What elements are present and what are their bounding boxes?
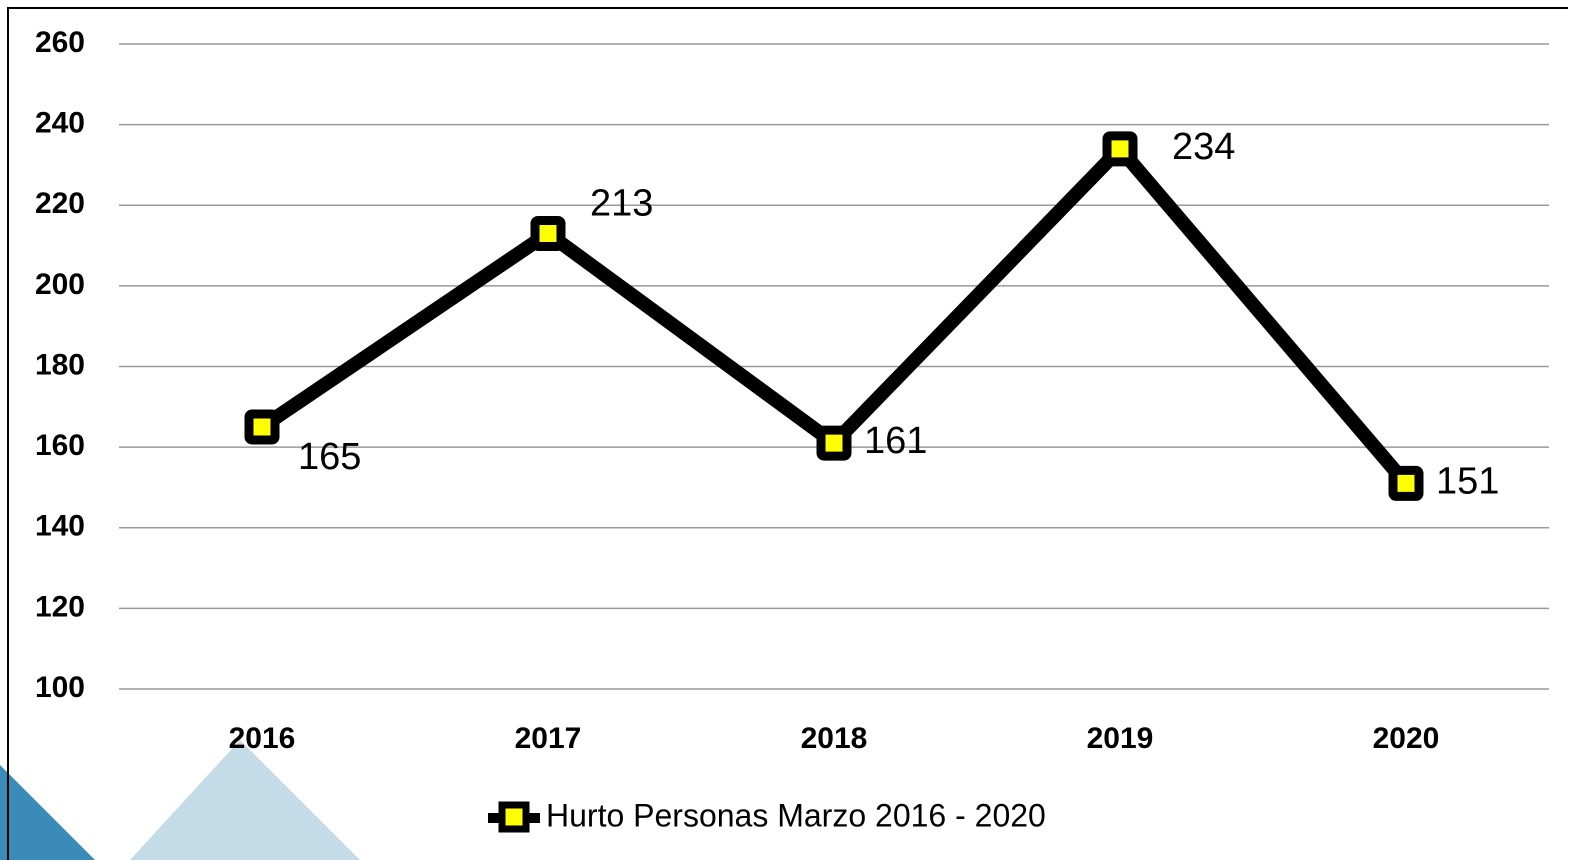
y-tick-label: 160 bbox=[35, 429, 85, 462]
legend-label: Hurto Personas Marzo 2016 - 2020 bbox=[546, 797, 1046, 833]
x-tick-label: 2016 bbox=[229, 722, 296, 755]
x-tick-label: 2020 bbox=[1373, 722, 1440, 755]
marker bbox=[244, 409, 280, 445]
data-label: 161 bbox=[864, 420, 927, 462]
marker bbox=[1388, 465, 1424, 501]
grid bbox=[119, 43, 1549, 690]
data-label: 213 bbox=[590, 183, 653, 225]
legend-marker bbox=[498, 801, 530, 833]
y-tick-label: 200 bbox=[35, 268, 85, 301]
decor-light bbox=[130, 740, 360, 860]
frame bbox=[7, 7, 1568, 860]
y-tick-label: 240 bbox=[35, 107, 85, 140]
data-label: 165 bbox=[298, 436, 361, 478]
marker bbox=[816, 425, 852, 461]
marker bbox=[1102, 131, 1138, 167]
x-tick-label: 2018 bbox=[801, 722, 868, 755]
plot bbox=[244, 131, 1424, 501]
data-label: 234 bbox=[1172, 126, 1235, 168]
y-tick-label: 180 bbox=[35, 348, 85, 381]
data-label: 151 bbox=[1436, 460, 1499, 502]
y-tick-label: 100 bbox=[35, 671, 85, 704]
marker bbox=[530, 215, 566, 251]
y-tick-label: 140 bbox=[35, 510, 85, 543]
y-tick-label: 220 bbox=[35, 187, 85, 220]
y-tick-label: 260 bbox=[35, 26, 85, 59]
x-tick-label: 2017 bbox=[515, 722, 582, 755]
x-tick-label: 2019 bbox=[1087, 722, 1154, 755]
y-tick-label: 120 bbox=[35, 590, 85, 623]
decor-dark bbox=[0, 765, 95, 860]
